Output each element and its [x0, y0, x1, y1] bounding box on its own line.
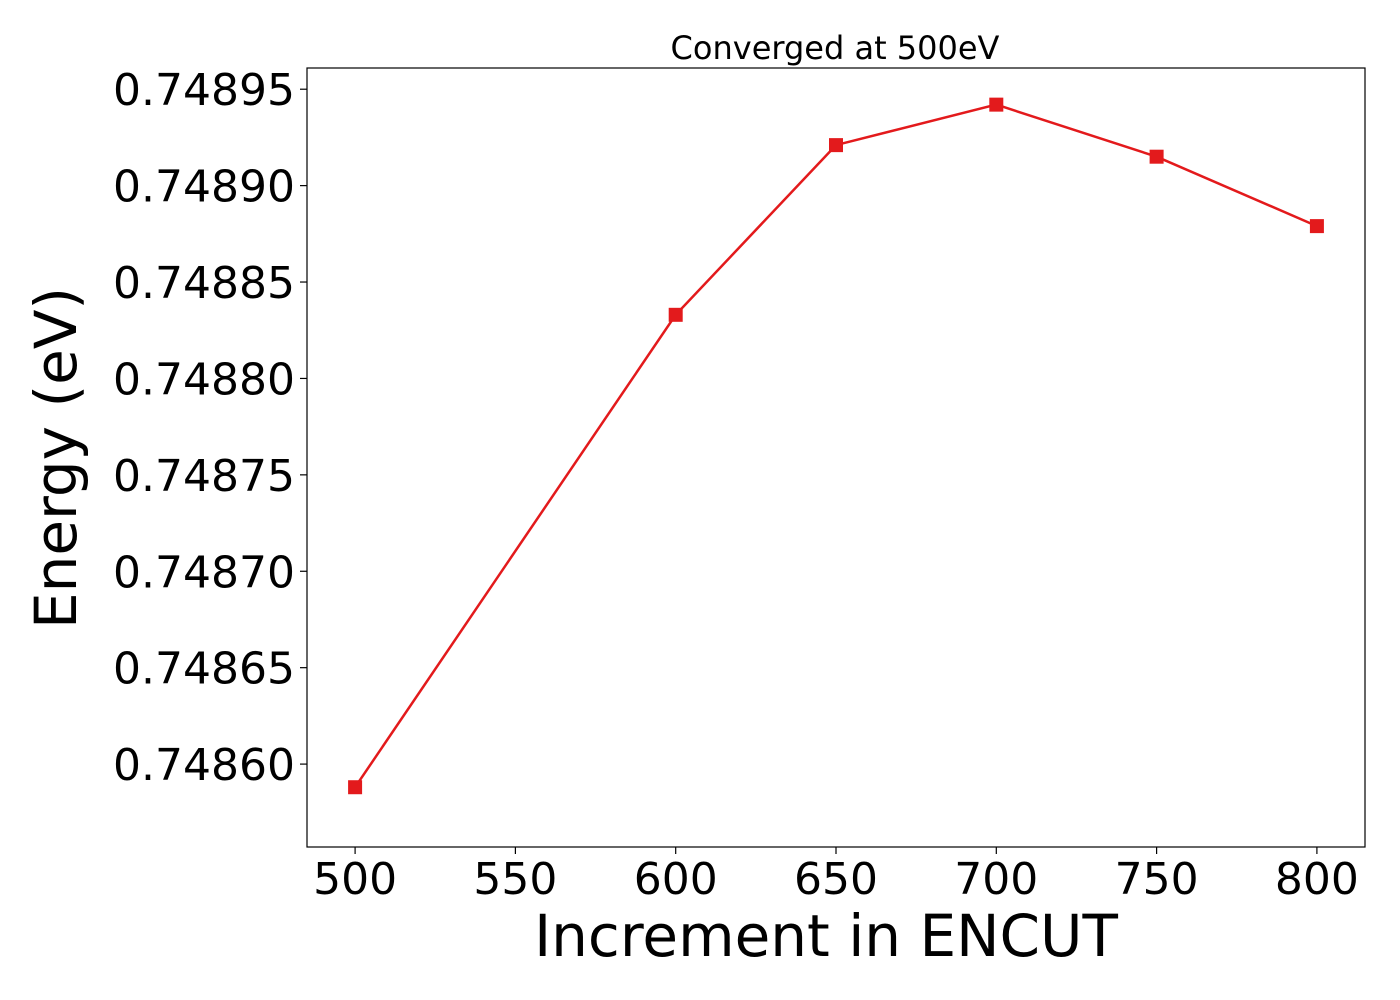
data-point-marker [1149, 149, 1164, 164]
data-point-marker [668, 307, 683, 322]
y-tick-label: 0.74865 [113, 644, 295, 695]
x-axis-ticks: 500 550 600 650 700 750 800 [313, 847, 1359, 905]
y-tick-label: 0.74860 [113, 740, 295, 791]
y-tick-label: 0.74875 [113, 451, 295, 502]
series-layer [348, 97, 1324, 795]
plot-frame [306, 67, 1366, 848]
series-line [354, 103, 1318, 788]
y-tick-label: 0.74885 [113, 258, 295, 309]
y-axis-ticks: 0.74860 0.74865 0.74870 0.74875 0.74880 0.748… [113, 65, 307, 791]
x-axis-label: Increment in ENCUT [534, 902, 1118, 970]
x-tick-label: 800 [1275, 854, 1359, 905]
y-axis-label: Energy (eV) [22, 287, 90, 629]
data-point-marker [829, 138, 843, 153]
y-tick-label: 0.74895 [113, 65, 295, 116]
x-tick-label: 600 [634, 854, 718, 905]
y-tick-label: 0.74870 [113, 547, 295, 598]
x-tick-label: 750 [1115, 854, 1199, 905]
x-tick-label: 650 [794, 854, 878, 905]
y-tick-label: 0.74890 [113, 162, 295, 213]
chart-title: Converged at 500eV [671, 29, 1000, 67]
data-point-marker [989, 97, 1004, 112]
data-point-marker [348, 780, 363, 795]
data-point-marker [1309, 219, 1324, 234]
x-tick-label: 550 [473, 854, 557, 905]
x-tick-label: 700 [954, 854, 1038, 905]
x-tick-label: 500 [313, 854, 397, 905]
y-tick-label: 0.74880 [113, 354, 295, 405]
